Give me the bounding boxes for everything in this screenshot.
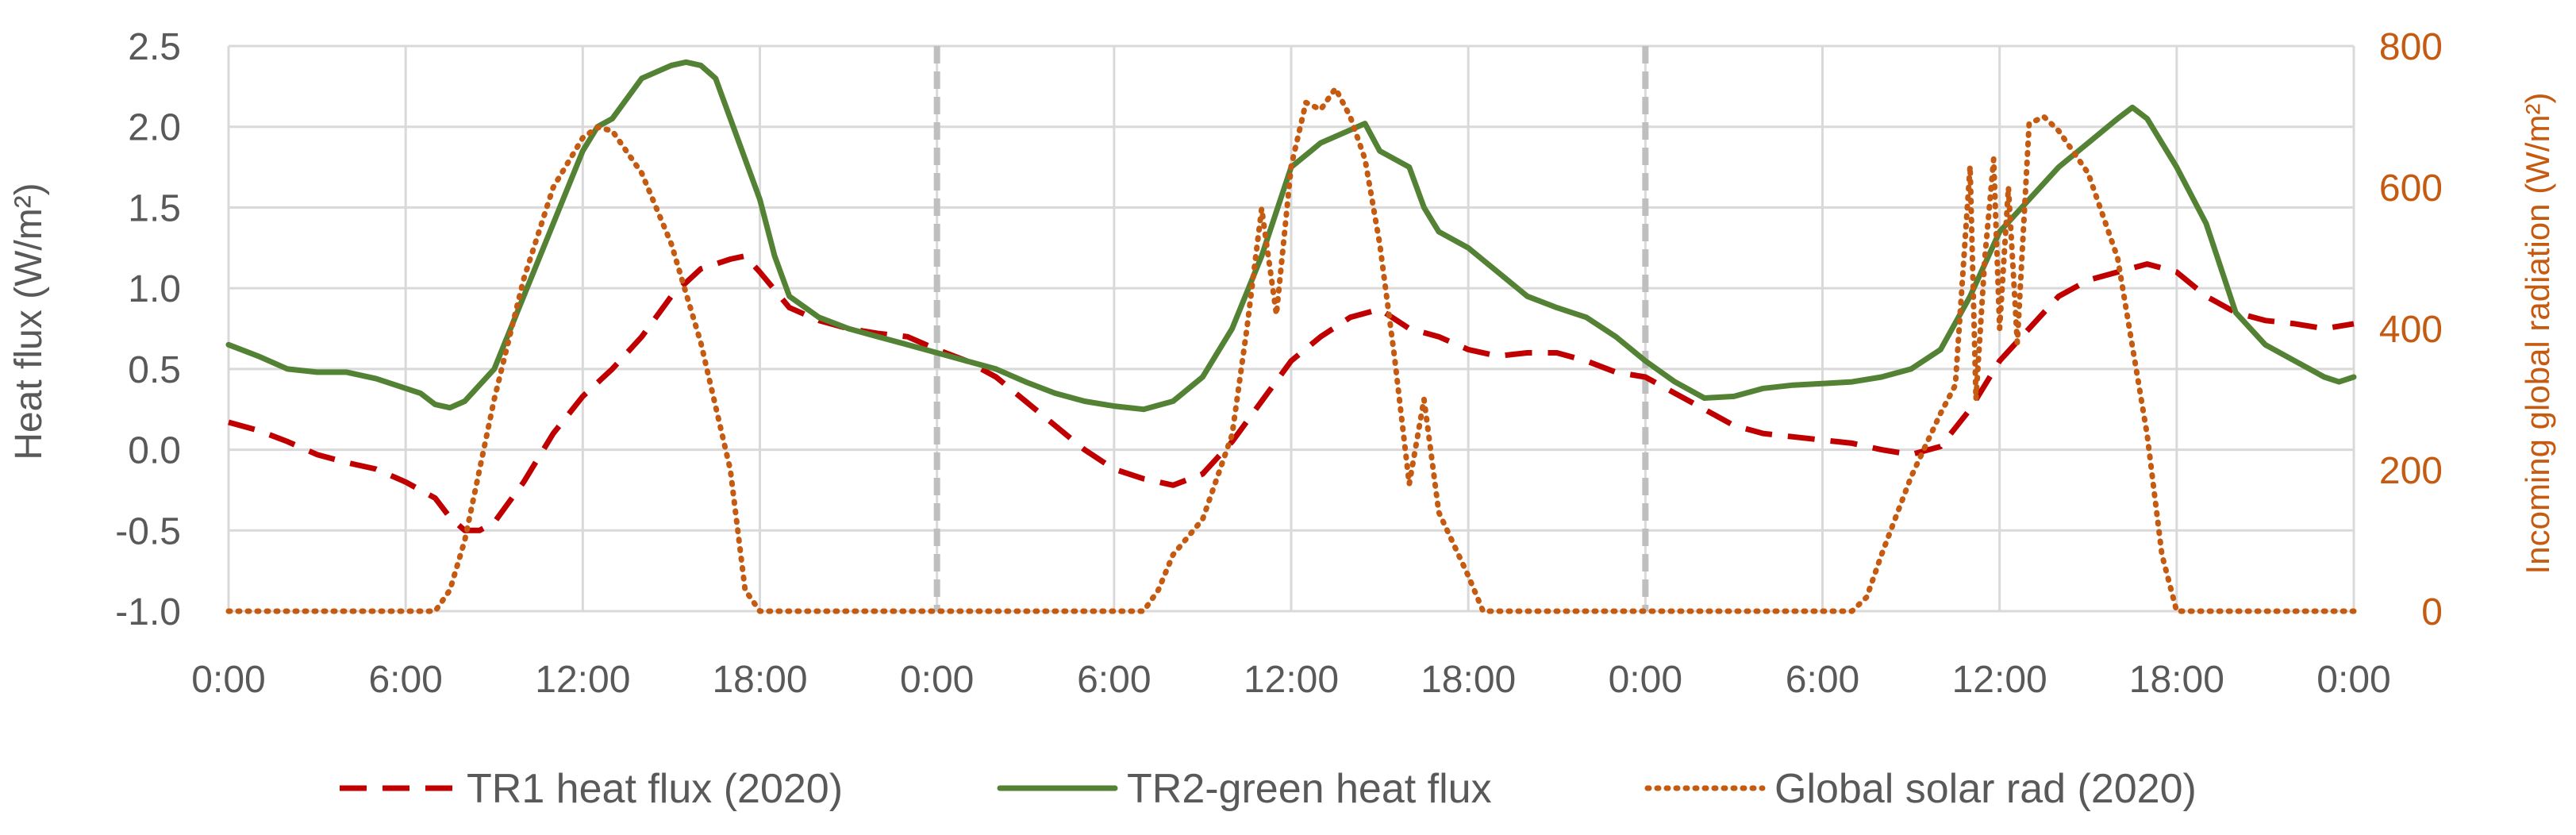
x-tick-label: 18:00 <box>712 659 807 701</box>
series-line-1 <box>225 59 2357 413</box>
x-tick-label: 0:00 <box>900 659 974 701</box>
legend-label: TR2-green heat flux <box>1127 766 1492 812</box>
x-tick-label: 0:00 <box>2316 659 2390 701</box>
y-right-tick-label: 200 <box>2379 450 2443 492</box>
y-tick-label: 1.5 <box>128 187 181 229</box>
y-right-tick-label: 400 <box>2379 309 2443 351</box>
x-tick-label: 12:00 <box>1952 659 2047 701</box>
x-tick-label: 6:00 <box>368 659 442 701</box>
x-tick-label: 18:00 <box>2129 659 2224 701</box>
y-tick-label: 0.5 <box>128 349 181 391</box>
x-tick-label: 12:00 <box>535 659 630 701</box>
y-tick-labels-left: -1.0 -0.5 0.0 0.5 1.0 1.5 2.0 2.5 <box>115 26 181 633</box>
grid <box>227 44 2355 613</box>
legend: TR1 heat flux (2020) TR2-green heat flux G… <box>340 766 2197 812</box>
y-right-tick-label: 800 <box>2379 26 2443 68</box>
x-tick-label: 12:00 <box>1244 659 1339 701</box>
y-tick-label: -0.5 <box>115 510 181 552</box>
y-tick-labels-right: 0 200 400 600 800 <box>2379 26 2443 633</box>
x-tick-labels: 0:00 6:00 12:00 18:00 0:00 6:00 12:00 18:00 0:00… <box>191 659 2390 701</box>
x-tick-label: 6:00 <box>1077 659 1151 701</box>
series-line-2 <box>225 85 2357 614</box>
day-separators <box>933 46 1649 611</box>
legend-item-0: TR1 heat flux (2020) <box>340 766 843 812</box>
legend-item-1: TR2-green heat flux <box>997 766 1492 812</box>
x-tick-label: 6:00 <box>1786 659 1859 701</box>
y-tick-label: 2.5 <box>128 26 181 68</box>
legend-label: TR1 heat flux (2020) <box>467 766 843 812</box>
legend-label: Global solar rad (2020) <box>1774 766 2197 812</box>
legend-item-2: Global solar rad (2020) <box>1644 766 2197 812</box>
series-layer <box>225 59 2357 614</box>
y-axis-title-left: Heat flux (W/m²) <box>8 183 50 460</box>
y-right-tick-label: 600 <box>2379 167 2443 210</box>
y-tick-label: 1.0 <box>128 268 181 310</box>
y-right-tick-label: 0 <box>2421 591 2443 633</box>
y-tick-label: 2.0 <box>128 107 181 149</box>
x-tick-label: 18:00 <box>1421 659 1516 701</box>
y-tick-label: 0.0 <box>128 430 181 472</box>
y-tick-label: -1.0 <box>115 591 181 633</box>
series-line-0 <box>228 253 2355 533</box>
x-tick-label: 0:00 <box>1609 659 1682 701</box>
y-axis-title-right: Incoming global radiation (W/m²) <box>2519 93 2556 575</box>
x-tick-label: 0:00 <box>191 659 265 701</box>
